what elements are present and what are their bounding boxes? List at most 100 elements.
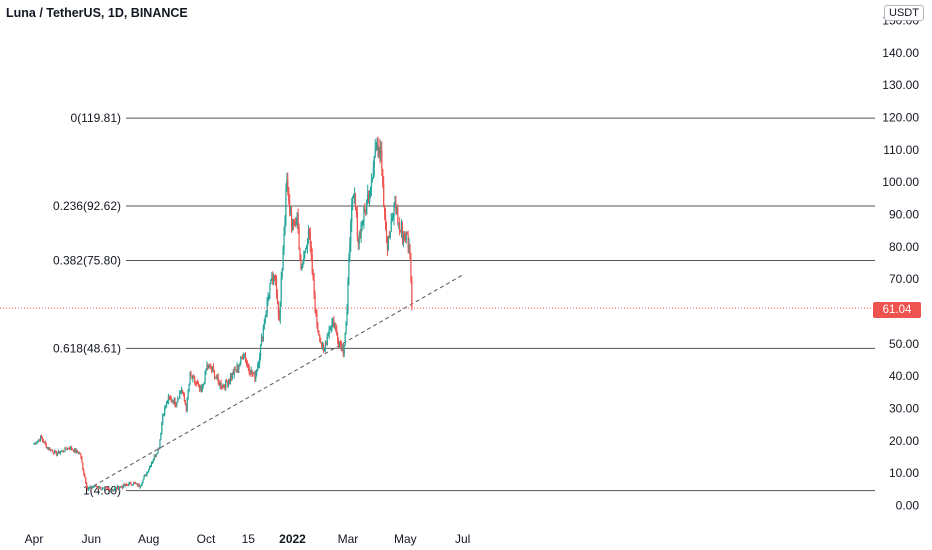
candle-body	[132, 484, 134, 486]
candle-body	[302, 262, 304, 265]
candle-body	[115, 487, 117, 489]
candle-body	[43, 442, 45, 443]
candle-body	[393, 203, 395, 218]
candle-body	[380, 151, 382, 154]
candle-body	[351, 204, 353, 224]
candle-body	[389, 232, 391, 238]
candle-body	[137, 484, 139, 487]
candle-body	[341, 347, 343, 351]
candle-body	[51, 449, 53, 451]
candle-body	[193, 375, 195, 378]
candle-body	[66, 449, 68, 450]
candle-body	[292, 222, 295, 224]
candle-body	[168, 396, 170, 398]
candle-body	[324, 344, 326, 348]
candle-body	[300, 259, 302, 269]
candle-body	[250, 369, 252, 375]
candle-body	[155, 454, 157, 457]
y-tick-label: 70.00	[889, 272, 919, 286]
candle-body	[172, 401, 174, 404]
candle-body	[197, 383, 200, 385]
candle-body	[239, 362, 241, 366]
candle-body	[54, 450, 56, 454]
candle-body	[157, 448, 159, 453]
currency-button[interactable]: USDT	[884, 5, 924, 21]
candle-body	[310, 246, 312, 256]
candle-body	[120, 486, 123, 488]
candle-body	[266, 300, 268, 313]
candle-body	[71, 449, 74, 451]
candle-body	[175, 404, 177, 406]
candle-body	[180, 391, 182, 393]
candle-body	[141, 483, 143, 485]
candle-body	[241, 356, 243, 358]
candle-body	[204, 371, 206, 383]
candle-body	[335, 326, 337, 330]
candle-body	[63, 451, 65, 453]
candle-body	[196, 382, 199, 384]
candle-body	[319, 335, 321, 342]
candle-body	[217, 376, 219, 382]
candle-body	[200, 387, 202, 392]
candle-body	[342, 347, 344, 355]
candle-body	[321, 345, 324, 347]
x-tick-label: 15	[242, 532, 256, 546]
candle-body	[392, 217, 394, 219]
candle-body	[206, 365, 208, 371]
x-tick-label: May	[394, 532, 417, 546]
candle-body	[256, 370, 258, 373]
candle-body	[306, 246, 308, 249]
candle-body	[366, 199, 368, 215]
candle-body	[124, 484, 126, 486]
candle-body	[209, 365, 211, 367]
candle-body	[285, 190, 287, 221]
candle-body	[122, 484, 124, 489]
candles	[33, 136, 413, 493]
candle-body	[296, 213, 298, 222]
candle-body	[240, 356, 242, 363]
candle-body	[273, 275, 275, 284]
candle-body	[274, 275, 276, 277]
candle-body	[123, 484, 125, 486]
candle-body	[163, 415, 165, 416]
candle-body	[263, 323, 265, 328]
x-tick-label: Mar	[338, 532, 359, 546]
candle-body	[278, 314, 280, 319]
candle-body	[385, 229, 388, 237]
candle-body	[210, 365, 212, 369]
candle-body	[167, 396, 170, 403]
candle-body	[166, 402, 169, 404]
candle-body	[228, 380, 231, 382]
candle-body	[58, 451, 60, 454]
candle-body	[370, 179, 373, 190]
candle-body	[38, 439, 40, 441]
candle-body	[281, 268, 283, 278]
candle-body	[339, 341, 342, 345]
candle-body	[211, 368, 213, 370]
candle-body	[390, 220, 392, 233]
candle-body	[74, 448, 76, 453]
candle-body	[225, 380, 227, 389]
candle-body	[308, 229, 311, 233]
candle-body	[39, 436, 42, 441]
candle-body	[100, 486, 102, 490]
candle-body	[213, 370, 216, 378]
candle-body	[60, 451, 62, 453]
candle-body	[352, 197, 354, 205]
candle-body	[102, 487, 104, 490]
candle-body	[118, 487, 121, 490]
fib-level-label: 0(119.81)	[71, 111, 121, 125]
candle-body	[149, 465, 152, 467]
candle-body	[113, 489, 115, 491]
fib-level-label: 0.236(92.62)	[53, 199, 121, 213]
candle-body	[234, 368, 236, 370]
candle-body	[34, 442, 36, 445]
candle-body	[318, 330, 320, 336]
candle-body	[190, 373, 192, 376]
candle-body	[328, 329, 330, 335]
candle-body	[133, 482, 136, 484]
candle-body	[93, 486, 95, 488]
candle-body	[199, 387, 201, 389]
candle-body	[69, 447, 71, 450]
candle-body	[133, 482, 135, 485]
